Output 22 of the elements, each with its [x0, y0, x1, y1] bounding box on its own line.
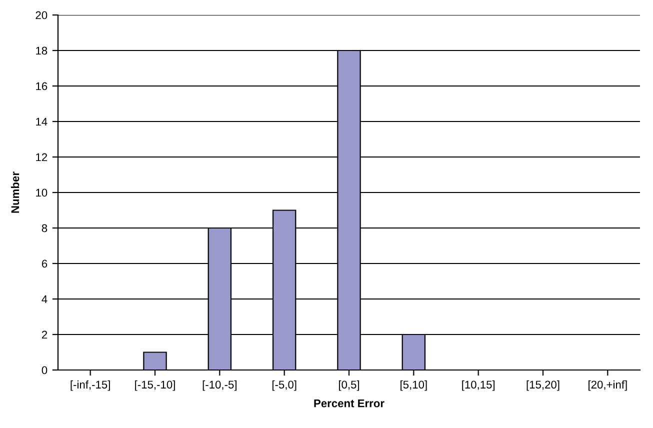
- y-tick-label: 8: [42, 224, 48, 232]
- x-tick-label: [-inf,-15]: [70, 380, 110, 391]
- x-tick-label: [-5,0]: [272, 380, 296, 391]
- y-tick-label: 12: [36, 153, 48, 162]
- y-tick-label: 0: [42, 366, 48, 374]
- x-tick-label: [15,20]: [526, 380, 560, 391]
- y-tick-label: 6: [42, 260, 48, 268]
- x-axis-title: Percent Error: [314, 400, 384, 408]
- x-tick-label: [-15,-10]: [135, 380, 175, 391]
- y-tick-label: 14: [36, 118, 48, 126]
- y-tick-label: 4: [42, 295, 48, 304]
- y-tick-label: 2: [42, 330, 48, 339]
- y-tick-label: 20: [36, 11, 48, 20]
- y-tick-label: 10: [36, 188, 48, 197]
- y-tick-label: 18: [36, 46, 48, 55]
- x-tick-label: [5,10]: [400, 380, 427, 391]
- x-tick-label: [0,5]: [338, 380, 360, 391]
- x-tick-label: [10,15]: [462, 380, 495, 391]
- y-tick-label: 16: [36, 82, 48, 90]
- x-tick-label: [-10,-5]: [202, 380, 236, 391]
- y-axis-title: Number: [10, 172, 20, 213]
- x-tick-label: [20,+inf]: [588, 380, 627, 391]
